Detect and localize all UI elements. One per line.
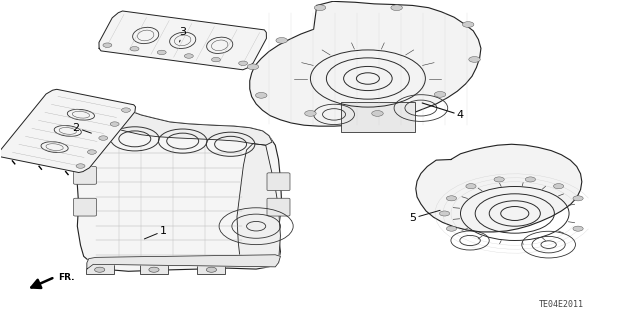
- Polygon shape: [416, 144, 582, 232]
- Circle shape: [76, 164, 85, 168]
- Circle shape: [372, 111, 383, 116]
- Circle shape: [435, 92, 446, 97]
- FancyBboxPatch shape: [341, 102, 415, 132]
- Text: FR.: FR.: [58, 273, 75, 282]
- Circle shape: [573, 196, 583, 201]
- Polygon shape: [250, 1, 481, 126]
- Text: 2: 2: [72, 123, 92, 133]
- FancyBboxPatch shape: [140, 263, 168, 274]
- Circle shape: [391, 5, 403, 11]
- Circle shape: [463, 22, 474, 27]
- Circle shape: [157, 50, 166, 55]
- Text: 4: 4: [422, 103, 464, 120]
- Text: 1: 1: [145, 226, 167, 239]
- FancyBboxPatch shape: [74, 167, 97, 184]
- Circle shape: [314, 5, 326, 11]
- Circle shape: [88, 150, 97, 154]
- Circle shape: [95, 267, 105, 272]
- Circle shape: [130, 47, 139, 51]
- Circle shape: [468, 56, 480, 62]
- Circle shape: [466, 184, 476, 189]
- Polygon shape: [0, 89, 136, 173]
- Circle shape: [573, 226, 583, 231]
- Circle shape: [122, 108, 131, 112]
- Polygon shape: [237, 144, 280, 266]
- Circle shape: [494, 177, 504, 182]
- Circle shape: [206, 267, 216, 272]
- Circle shape: [103, 43, 112, 48]
- Circle shape: [276, 38, 287, 43]
- FancyBboxPatch shape: [74, 198, 97, 216]
- Circle shape: [110, 122, 119, 126]
- Circle shape: [446, 226, 456, 231]
- Circle shape: [211, 57, 220, 62]
- Circle shape: [255, 93, 267, 98]
- Circle shape: [446, 196, 456, 201]
- Circle shape: [184, 54, 193, 58]
- Text: 5: 5: [409, 210, 440, 223]
- Polygon shape: [76, 105, 282, 271]
- Text: TE04E2011: TE04E2011: [539, 300, 584, 309]
- Circle shape: [99, 136, 108, 140]
- Polygon shape: [100, 105, 272, 145]
- Text: 3: 3: [179, 27, 186, 42]
- FancyBboxPatch shape: [197, 263, 225, 274]
- FancyBboxPatch shape: [267, 198, 290, 216]
- Polygon shape: [99, 11, 266, 70]
- Polygon shape: [87, 255, 280, 269]
- Circle shape: [305, 111, 316, 116]
- FancyBboxPatch shape: [86, 263, 114, 274]
- Circle shape: [149, 267, 159, 272]
- Circle shape: [247, 64, 259, 70]
- Circle shape: [440, 211, 450, 216]
- Circle shape: [554, 184, 564, 189]
- Circle shape: [239, 61, 248, 65]
- FancyBboxPatch shape: [267, 173, 290, 191]
- Circle shape: [525, 177, 536, 182]
